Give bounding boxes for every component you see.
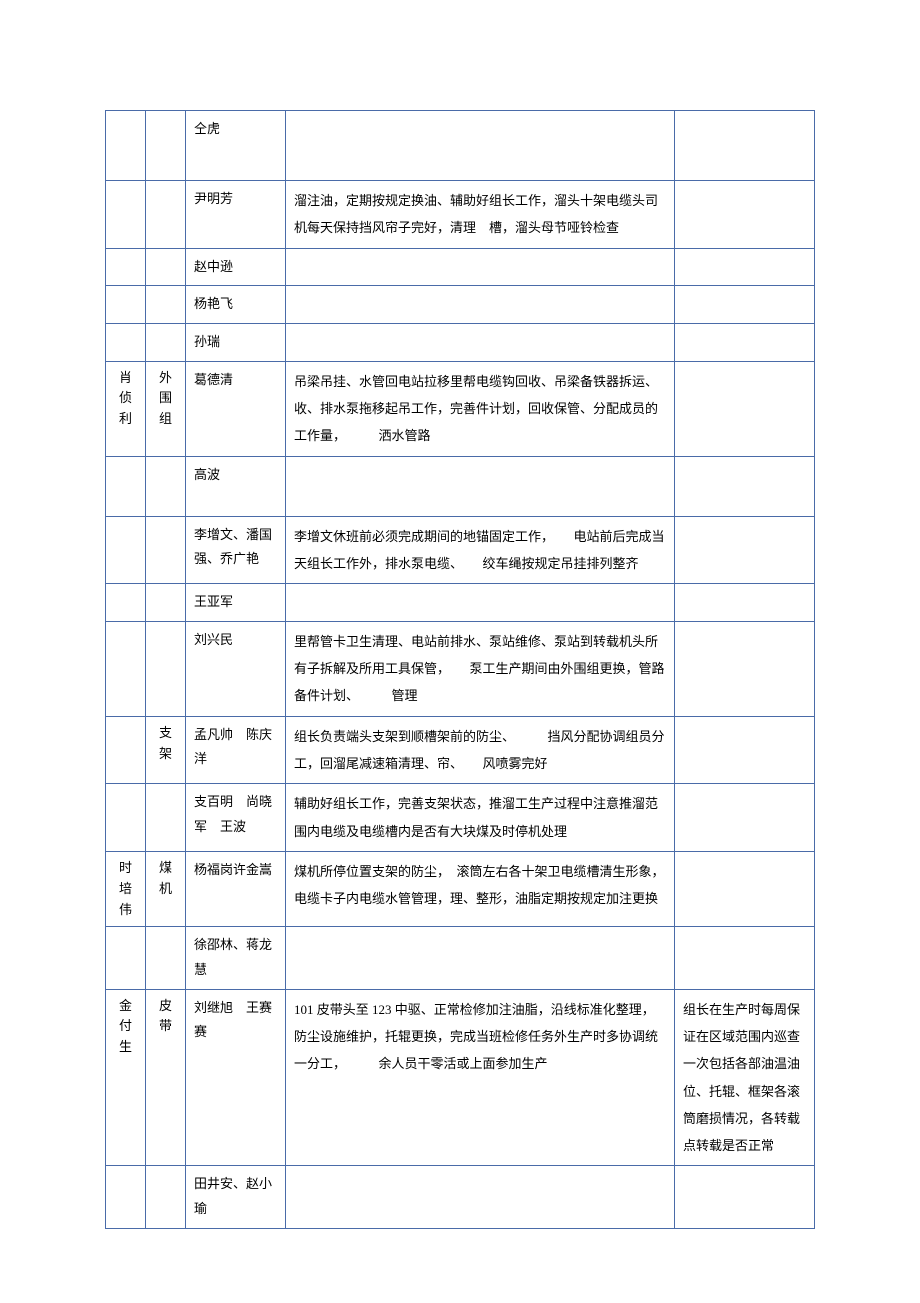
duty-cell <box>286 111 675 181</box>
note-cell <box>675 621 815 716</box>
duty-cell: 溜注油，定期按规定换油、辅助好组长工作，溜头十架电缆头司机每天保持挡风帘子完好，… <box>286 181 675 249</box>
table-row: 尹明芳溜注油，定期按规定换油、辅助好组长工作，溜头十架电缆头司机每天保持挡风帘子… <box>106 181 815 249</box>
member-cell: 孟凡帅 陈庆洋 <box>186 716 286 784</box>
leader-cell <box>106 584 146 622</box>
note-cell: 组长在生产时每周保证在区域范围内巡查一次包括各部油温油位、托辊、框架各滚筒磨损情… <box>675 989 815 1166</box>
member-cell: 赵中逊 <box>186 248 286 286</box>
duty-cell <box>286 584 675 622</box>
member-cell: 杨艳飞 <box>186 286 286 324</box>
table-row: 孙瑞 <box>106 323 815 361</box>
duty-cell <box>286 248 675 286</box>
table-row: 仝虎 <box>106 111 815 181</box>
leader-cell <box>106 927 146 989</box>
table-row: 金付生皮带刘继旭 王赛赛101 皮带头至 123 中驱、正常检修加注油脂，沿线标… <box>106 989 815 1166</box>
group-cell: 支架 <box>146 716 186 784</box>
table-row: 王亚军 <box>106 584 815 622</box>
leader-cell <box>106 1166 146 1228</box>
note-cell <box>675 851 815 926</box>
duty-cell: 101 皮带头至 123 中驱、正常检修加注油脂，沿线标准化整理，防尘设施维护，… <box>286 989 675 1166</box>
note-cell <box>675 248 815 286</box>
group-cell <box>146 784 186 852</box>
table-row: 田井安、赵小瑜 <box>106 1166 815 1228</box>
member-cell: 刘兴民 <box>186 621 286 716</box>
note-cell <box>675 286 815 324</box>
member-cell: 刘继旭 王赛赛 <box>186 989 286 1166</box>
leader-cell: 肖侦利 <box>106 361 146 456</box>
leader-cell <box>106 323 146 361</box>
leader-cell <box>106 248 146 286</box>
table-row: 时培伟煤机杨福岗许金嵩煤机所停位置支架的防尘， 滚筒左右各十架卫电缆槽清生形象，… <box>106 851 815 926</box>
member-cell: 尹明芳 <box>186 181 286 249</box>
note-cell <box>675 716 815 784</box>
table-row: 杨艳飞 <box>106 286 815 324</box>
note-cell <box>675 323 815 361</box>
leader-cell: 金付生 <box>106 989 146 1166</box>
group-cell <box>146 286 186 324</box>
note-cell <box>675 927 815 989</box>
leader-cell <box>106 286 146 324</box>
duty-cell: 吊梁吊挂、水管回电站拉移里帮电缆钩回收、吊梁备铁器拆运、收、排水泵拖移起吊工作，… <box>286 361 675 456</box>
note-cell <box>675 456 815 516</box>
group-cell <box>146 516 186 584</box>
duty-table: 仝虎尹明芳溜注油，定期按规定换油、辅助好组长工作，溜头十架电缆头司机每天保持挡风… <box>105 110 815 1229</box>
group-cell: 煤机 <box>146 851 186 926</box>
group-cell: 皮带 <box>146 989 186 1166</box>
duty-cell: 辅助好组长工作，完善支架状态，推溜工生产过程中注意推溜范围内电缆及电缆槽内是否有… <box>286 784 675 852</box>
note-cell <box>675 111 815 181</box>
member-cell: 徐邵林、蒋龙慧 <box>186 927 286 989</box>
member-cell: 田井安、赵小瑜 <box>186 1166 286 1228</box>
table-row: 刘兴民里帮管卡卫生清理、电站前排水、泵站维修、泵站到转载机头所有子拆解及所用工具… <box>106 621 815 716</box>
note-cell <box>675 181 815 249</box>
table-row: 赵中逊 <box>106 248 815 286</box>
note-cell <box>675 584 815 622</box>
group-cell <box>146 584 186 622</box>
duty-cell <box>286 323 675 361</box>
leader-cell <box>106 516 146 584</box>
duty-cell: 组长负责端头支架到顺槽架前的防尘、 挡风分配协调组员分工，回溜尾减速箱清理、帘、… <box>286 716 675 784</box>
duty-cell <box>286 456 675 516</box>
table-row: 支架孟凡帅 陈庆洋组长负责端头支架到顺槽架前的防尘、 挡风分配协调组员分工，回溜… <box>106 716 815 784</box>
group-cell <box>146 323 186 361</box>
duty-cell: 煤机所停位置支架的防尘， 滚筒左右各十架卫电缆槽清生形象，电缆卡子内电缆水管管理… <box>286 851 675 926</box>
table-row: 支百明 尚晓军 王波辅助好组长工作，完善支架状态，推溜工生产过程中注意推溜范围内… <box>106 784 815 852</box>
leader-cell: 时培伟 <box>106 851 146 926</box>
member-cell: 李增文、潘国强、乔广艳 <box>186 516 286 584</box>
duty-cell <box>286 1166 675 1228</box>
note-cell <box>675 516 815 584</box>
duty-cell: 李增文休班前必须完成期间的地锚固定工作， 电站前后完成当天组长工作外，排水泵电缆… <box>286 516 675 584</box>
note-cell <box>675 1166 815 1228</box>
group-cell <box>146 248 186 286</box>
duty-cell: 里帮管卡卫生清理、电站前排水、泵站维修、泵站到转载机头所有子拆解及所用工具保管，… <box>286 621 675 716</box>
member-cell: 高波 <box>186 456 286 516</box>
group-cell <box>146 181 186 249</box>
member-cell: 葛德清 <box>186 361 286 456</box>
group-cell <box>146 927 186 989</box>
table-row: 肖侦利外围组葛德清吊梁吊挂、水管回电站拉移里帮电缆钩回收、吊梁备铁器拆运、收、排… <box>106 361 815 456</box>
member-cell: 仝虎 <box>186 111 286 181</box>
duty-cell <box>286 927 675 989</box>
note-cell <box>675 361 815 456</box>
leader-cell <box>106 181 146 249</box>
member-cell: 支百明 尚晓军 王波 <box>186 784 286 852</box>
table-row: 徐邵林、蒋龙慧 <box>106 927 815 989</box>
member-cell: 孙瑞 <box>186 323 286 361</box>
member-cell: 杨福岗许金嵩 <box>186 851 286 926</box>
member-cell: 王亚军 <box>186 584 286 622</box>
group-cell <box>146 111 186 181</box>
duty-cell <box>286 286 675 324</box>
group-cell <box>146 1166 186 1228</box>
table-row: 高波 <box>106 456 815 516</box>
leader-cell <box>106 111 146 181</box>
table-row: 李增文、潘国强、乔广艳李增文休班前必须完成期间的地锚固定工作， 电站前后完成当天… <box>106 516 815 584</box>
leader-cell <box>106 456 146 516</box>
leader-cell <box>106 621 146 716</box>
group-cell <box>146 456 186 516</box>
leader-cell <box>106 716 146 784</box>
leader-cell <box>106 784 146 852</box>
note-cell <box>675 784 815 852</box>
group-cell: 外围组 <box>146 361 186 456</box>
group-cell <box>146 621 186 716</box>
